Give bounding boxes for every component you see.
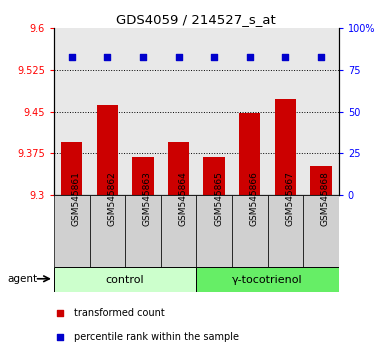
Text: GSM545861: GSM545861: [72, 171, 81, 226]
Bar: [303, 195, 339, 267]
Bar: [232, 195, 268, 267]
Point: [140, 54, 146, 59]
Bar: [196, 267, 339, 292]
Bar: [275, 99, 296, 195]
Point: [57, 334, 63, 340]
Bar: [196, 195, 232, 267]
Text: percentile rank within the sample: percentile rank within the sample: [74, 332, 239, 342]
Bar: [239, 113, 260, 195]
Point: [318, 54, 324, 59]
Text: control: control: [106, 275, 144, 285]
Text: γ-tocotrienol: γ-tocotrienol: [232, 275, 303, 285]
Point: [57, 310, 63, 316]
Title: GDS4059 / 214527_s_at: GDS4059 / 214527_s_at: [117, 13, 276, 26]
Text: GSM545863: GSM545863: [143, 171, 152, 226]
Point: [247, 54, 253, 59]
Bar: [90, 195, 125, 267]
Text: transformed count: transformed count: [74, 308, 165, 318]
Point: [282, 54, 288, 59]
Point: [176, 54, 182, 59]
Point: [69, 54, 75, 59]
Bar: [54, 195, 90, 267]
Bar: [125, 195, 161, 267]
Bar: [310, 166, 332, 195]
Text: GSM545865: GSM545865: [214, 171, 223, 226]
Bar: [54, 267, 196, 292]
Text: GSM545864: GSM545864: [179, 171, 187, 226]
Text: GSM545862: GSM545862: [107, 171, 116, 226]
Bar: [61, 142, 82, 195]
Bar: [97, 105, 118, 195]
Bar: [168, 142, 189, 195]
Text: agent: agent: [8, 274, 38, 284]
Bar: [268, 195, 303, 267]
Text: GSM545866: GSM545866: [250, 171, 259, 226]
Text: GSM545867: GSM545867: [285, 171, 295, 226]
Point: [211, 54, 217, 59]
Bar: [132, 157, 154, 195]
Point: [104, 54, 110, 59]
Bar: [161, 195, 196, 267]
Bar: [203, 157, 225, 195]
Text: GSM545868: GSM545868: [321, 171, 330, 226]
